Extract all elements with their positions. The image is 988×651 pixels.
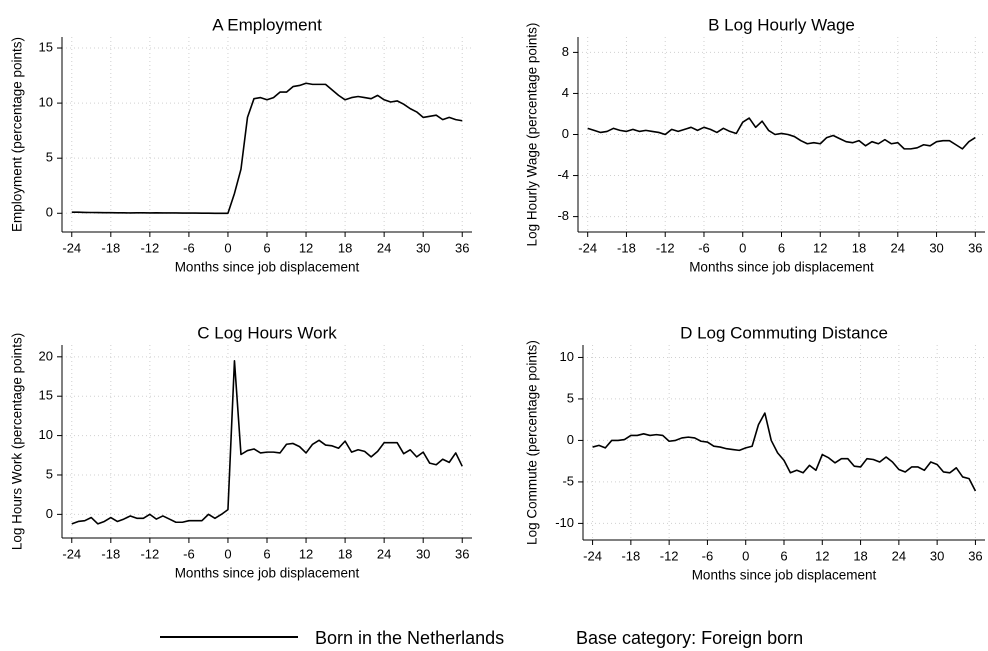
x-tick-label: 36 [455,240,469,255]
x-tick-label: -18 [101,546,120,561]
x-axis-label: Months since job displacement [692,568,877,583]
y-axis-label: Log Hourly Wage (percentage points) [525,23,540,247]
x-tick-label: -6 [183,546,195,561]
x-tick-label: 6 [263,546,270,561]
x-tick-label: 24 [377,240,391,255]
y-tick-label: 5 [46,466,53,481]
y-tick-label: 15 [39,388,53,403]
data-line [592,412,977,492]
x-tick-label: 12 [813,240,827,255]
x-tick-label: 30 [930,548,944,563]
x-tick-label: 36 [968,548,982,563]
x-tick-label: -18 [617,240,636,255]
x-tick-label: -12 [660,548,679,563]
y-tick-label: 0 [46,205,53,220]
x-tick-label: -12 [140,240,159,255]
chart-title: C Log Hours Work [197,323,337,342]
x-tick-label: -18 [101,240,120,255]
x-tick-label: 0 [739,240,746,255]
x-tick-label: -12 [656,240,675,255]
y-tick-label: 0 [562,126,569,141]
y-tick-label: 8 [562,44,569,59]
x-tick-label: 18 [338,546,352,561]
x-tick-label: -6 [702,548,714,563]
x-tick-label: 6 [780,548,787,563]
legend-note: Base category: Foreign born [576,628,803,648]
x-tick-label: 30 [416,240,430,255]
x-tick-label: 36 [968,240,982,255]
x-tick-label: 0 [742,548,749,563]
y-tick-label: 0 [567,432,574,447]
data-line [71,82,463,215]
x-tick-label: 24 [891,240,905,255]
y-tick-label: 20 [39,348,53,363]
y-tick-label: 10 [39,427,53,442]
y-tick-label: -4 [557,167,569,182]
x-tick-label: 30 [929,240,943,255]
x-tick-label: 18 [852,240,866,255]
x-tick-label: 12 [299,546,313,561]
x-tick-label: 0 [224,240,231,255]
data-line [587,117,976,150]
x-tick-label: -12 [140,546,159,561]
y-axis-label: Employment (percentage points) [10,37,25,232]
x-tick-label: 18 [853,548,867,563]
x-tick-label: 24 [892,548,906,563]
x-tick-label: 6 [263,240,270,255]
x-tick-label: 30 [416,546,430,561]
y-tick-label: 5 [46,150,53,165]
x-tick-label: 12 [299,240,313,255]
y-tick-label: 0 [46,506,53,521]
x-tick-label: -6 [698,240,710,255]
x-tick-label: -24 [583,548,602,563]
x-tick-label: 24 [377,546,391,561]
data-line [71,359,463,525]
x-tick-label: -6 [183,240,195,255]
x-axis-label: Months since job displacement [175,566,360,581]
x-axis-label: Months since job displacement [689,260,874,275]
x-tick-label: -24 [62,546,81,561]
y-tick-label: 4 [562,85,569,100]
y-tick-label: 10 [39,95,53,110]
x-tick-label: 36 [455,546,469,561]
chart-title: B Log Hourly Wage [708,15,855,34]
x-tick-label: -24 [578,240,597,255]
y-tick-label: -5 [562,473,574,488]
x-tick-label: 12 [815,548,829,563]
chart-title: A Employment [212,15,322,34]
legend-label: Born in the Netherlands [315,628,504,648]
y-tick-label: 15 [39,39,53,54]
y-axis-label: Log Hours Work (percentage points) [10,333,25,550]
chart-title: D Log Commuting Distance [680,323,888,342]
y-tick-label: 10 [560,349,574,364]
y-tick-label: -10 [555,515,574,530]
y-tick-label: -8 [557,208,569,223]
x-tick-label: 18 [338,240,352,255]
y-tick-label: 5 [567,390,574,405]
x-axis-label: Months since job displacement [175,260,360,275]
x-tick-label: -24 [62,240,81,255]
x-tick-label: -18 [621,548,640,563]
y-axis-label: Log Commute (percentage points) [525,340,540,545]
x-tick-label: 6 [778,240,785,255]
x-tick-label: 0 [224,546,231,561]
